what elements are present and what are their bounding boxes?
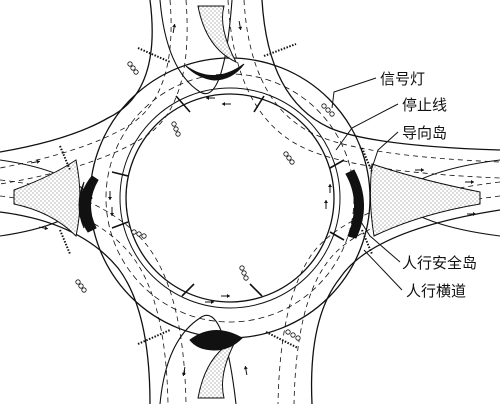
guide-island-north (197, 5, 238, 64)
crosswalk-nw (137, 47, 171, 63)
signal-light-2 (171, 121, 181, 137)
guide-island-east (369, 163, 481, 237)
refuge-island-west-main (79, 175, 99, 233)
leader-stop-line (335, 103, 399, 151)
leader-lines (331, 77, 403, 291)
refuge-islands (78, 63, 365, 351)
signal-light-3 (283, 151, 295, 165)
leader-signal-light (331, 77, 377, 109)
refuge-island-south (189, 330, 243, 351)
signal-light-6 (239, 265, 249, 281)
crosswalk-w1 (59, 145, 71, 171)
label-refuge-island: 人行安全岛 (402, 254, 477, 272)
stop-lines (111, 95, 345, 297)
crosswalk-e2 (361, 229, 373, 255)
signal-lights (75, 61, 335, 341)
label-signal-light: 信号灯 (380, 70, 425, 88)
signal-light-7 (75, 279, 87, 293)
label-crosswalk: 人行横道 (406, 282, 466, 300)
label-guide-island: 导向岛 (402, 124, 447, 142)
label-stop-line: 停止线 (402, 96, 447, 114)
signal-light-1 (127, 61, 139, 75)
crosswalk-ne (263, 43, 297, 57)
leader-refuge-island (355, 213, 401, 263)
crosswalk-e1 (361, 147, 373, 173)
crosswalk-w2 (59, 229, 71, 255)
annotations: 信号灯 停止线 导向岛 人行安全岛 人行横道 (380, 70, 477, 300)
leader-guide-island (371, 131, 399, 169)
signal-light-5 (131, 229, 147, 239)
guide-islands (13, 5, 481, 399)
signal-light-8 (285, 329, 301, 341)
crosswalks (59, 43, 373, 349)
signal-light-4 (321, 103, 335, 117)
leader-crosswalk (363, 249, 403, 291)
refuge-island-east (345, 169, 365, 239)
crosswalk-sw (137, 329, 171, 345)
guide-island-west (13, 159, 81, 237)
refuge-island-north (185, 63, 245, 81)
